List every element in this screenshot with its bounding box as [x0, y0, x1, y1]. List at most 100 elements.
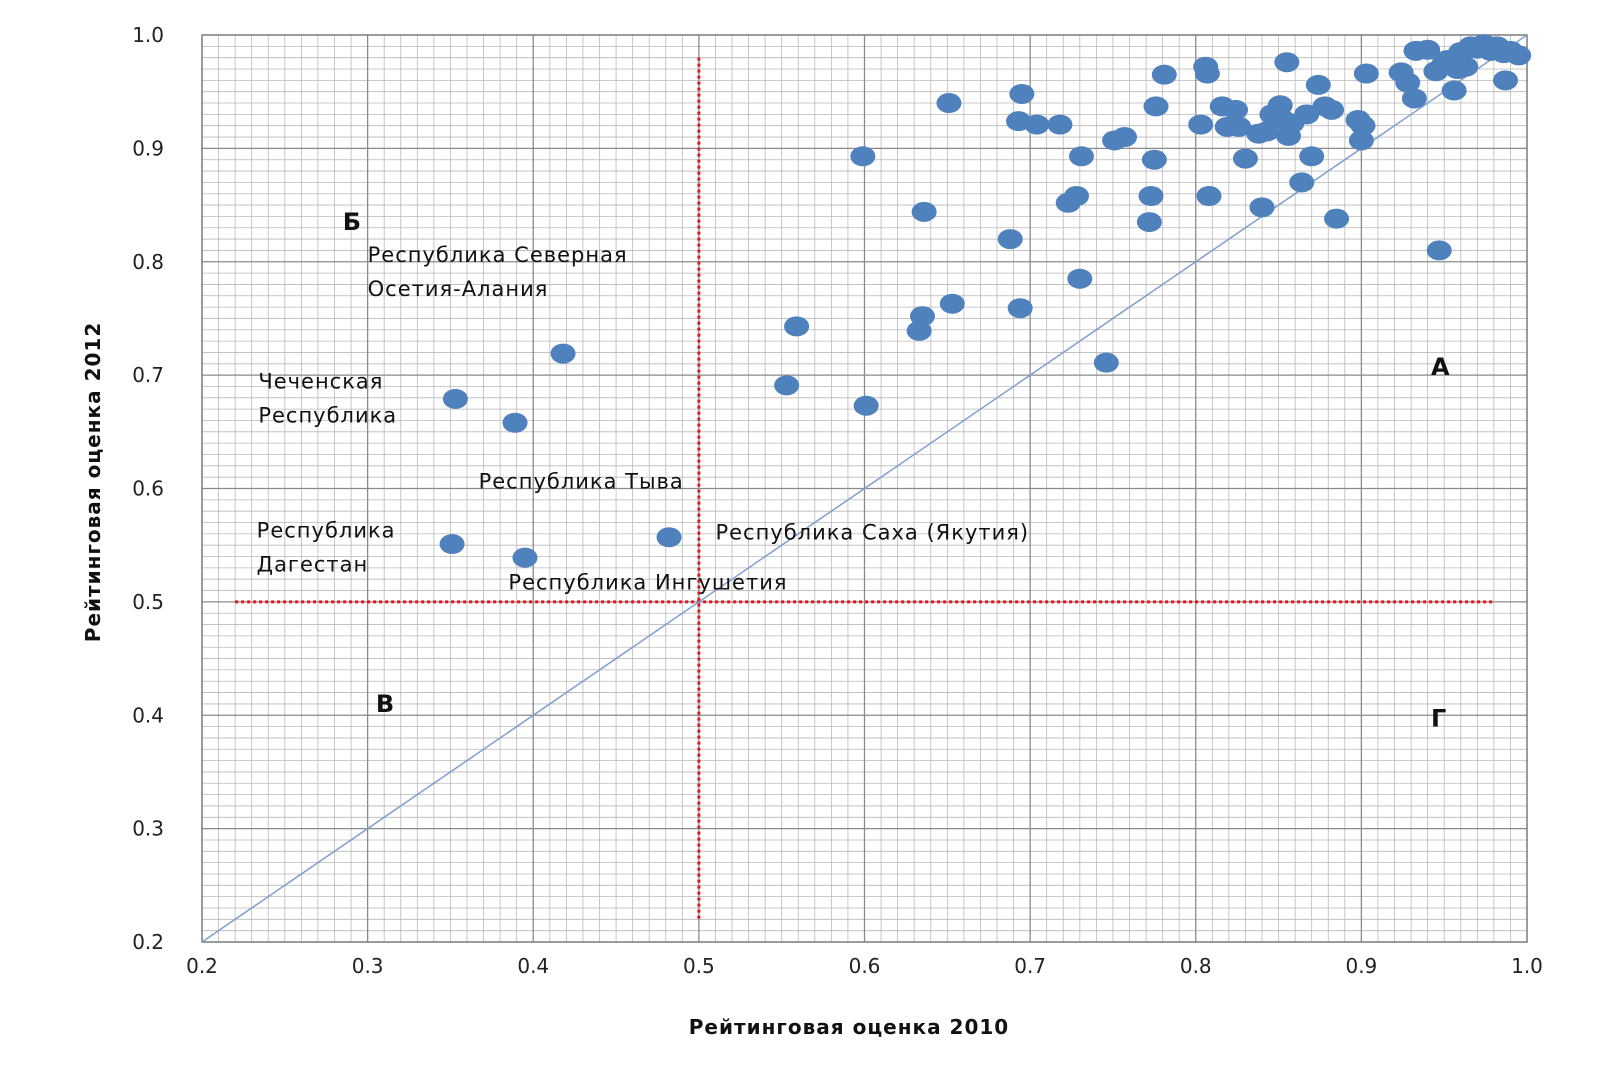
- x-tick-label: 0.9: [1345, 954, 1377, 978]
- data-point: [1274, 52, 1300, 73]
- data-point: [911, 201, 937, 222]
- data-point: [1141, 149, 1167, 170]
- data-point: [1188, 114, 1214, 135]
- data-point: [1415, 39, 1441, 60]
- quadrant-labels: Б А В Г: [343, 208, 1450, 733]
- annotation-label: Республика Ингушетия: [508, 570, 787, 594]
- data-point: [939, 293, 965, 314]
- y-tick-label: 0.8: [132, 250, 164, 274]
- data-point: [1143, 96, 1169, 117]
- data-point: [1441, 80, 1467, 101]
- data-point: [1194, 63, 1220, 84]
- data-point: [1232, 148, 1258, 169]
- plot-border: [201, 34, 1528, 943]
- quadrant-label: Г: [1431, 705, 1446, 733]
- y-tick-label: 0.3: [132, 817, 164, 841]
- data-points: [439, 34, 1532, 568]
- x-tick-label: 0.6: [849, 954, 881, 978]
- data-point: [656, 527, 682, 548]
- data-point: [512, 547, 538, 568]
- data-point: [1136, 212, 1162, 233]
- data-point: [1426, 240, 1452, 261]
- x-axis-title: Рейтинговая оценка 2010: [689, 1015, 1009, 1039]
- annotation-label: Республика Тыва: [479, 470, 684, 494]
- data-point: [1067, 268, 1093, 289]
- annotation-label: Республика Северная Осетия-Алания: [368, 243, 628, 301]
- annotation-line: Чеченская: [258, 370, 383, 394]
- data-point: [1294, 104, 1320, 125]
- data-point: [906, 320, 932, 341]
- x-tick-label: 0.3: [352, 954, 384, 978]
- data-point: [1064, 185, 1089, 206]
- data-point: [1305, 74, 1331, 95]
- annotation-line: Республика Северная: [368, 243, 628, 267]
- data-point: [1024, 114, 1050, 135]
- y-tick-label: 0.2: [132, 930, 164, 954]
- data-point: [1444, 59, 1470, 80]
- x-tick-label: 0.4: [517, 954, 549, 978]
- x-tick-label: 0.7: [1014, 954, 1046, 978]
- x-tick-label: 1.0: [1511, 954, 1543, 978]
- data-point: [1068, 146, 1094, 167]
- x-tick-label: 0.5: [683, 954, 715, 978]
- data-point: [1254, 121, 1280, 142]
- quadrant-label: Б: [343, 208, 361, 236]
- data-point: [1112, 127, 1138, 148]
- y-tick-label: 1.0: [132, 23, 164, 47]
- data-point: [909, 306, 935, 327]
- data-point: [1324, 208, 1350, 229]
- data-point: [853, 395, 879, 416]
- data-point: [1299, 146, 1325, 167]
- data-point: [502, 412, 528, 433]
- data-point: [1319, 99, 1345, 120]
- data-point: [784, 316, 810, 337]
- data-point: [1138, 185, 1164, 206]
- data-point: [1401, 88, 1427, 109]
- y-tick-label: 0.4: [132, 703, 164, 727]
- quadrant-label: А: [1431, 353, 1450, 381]
- data-point: [550, 343, 576, 364]
- annotation-line: Республика: [257, 518, 396, 542]
- region-annotations: Республика Северная Осетия-Алания Чеченска…: [257, 243, 1029, 595]
- annotation-line: Республика: [258, 404, 397, 428]
- annotation-label: Республика Дагестан: [257, 518, 396, 576]
- data-point: [1009, 83, 1035, 104]
- data-point: [1506, 45, 1532, 66]
- annotation-line: Республика Ингушетия: [508, 570, 787, 594]
- x-tick-label: 0.2: [186, 954, 218, 978]
- annotation-line: Республика Саха (Якутия): [715, 521, 1029, 545]
- data-point: [1151, 64, 1177, 85]
- data-point: [1289, 172, 1315, 193]
- y-tick-label: 0.7: [132, 363, 164, 387]
- data-point: [1353, 63, 1379, 84]
- annotation-line: Дагестан: [257, 552, 369, 576]
- data-point: [1007, 298, 1033, 319]
- data-point: [1093, 352, 1119, 373]
- x-tick-labels: 0.2 0.3 0.4 0.5 0.6 0.7 0.8 0.9 1.0: [186, 954, 1543, 978]
- y-tick-label: 0.5: [132, 590, 164, 614]
- data-point: [439, 534, 465, 555]
- data-point: [1223, 99, 1248, 120]
- y-axis-title: Рейтинговая оценка 2012: [81, 322, 105, 642]
- annotation-line: Республика Тыва: [479, 470, 684, 494]
- annotation-label: Чеченская Республика: [258, 370, 397, 428]
- data-point: [1226, 116, 1252, 137]
- data-point: [1395, 72, 1421, 93]
- data-point: [774, 375, 800, 396]
- y-tick-label: 0.9: [132, 136, 164, 160]
- data-point: [1196, 185, 1222, 206]
- data-point: [997, 229, 1023, 250]
- annotation-label: Республика Саха (Якутия): [715, 521, 1029, 545]
- data-point: [442, 388, 468, 409]
- y-tick-labels: 1.0 0.9 0.8 0.7 0.6 0.5 0.4 0.3 0.2: [132, 23, 164, 954]
- data-point: [1348, 130, 1374, 151]
- data-point: [850, 146, 876, 167]
- annotation-line: Осетия-Алания: [368, 277, 549, 301]
- quadrant-label: В: [376, 690, 394, 718]
- x-tick-label: 0.8: [1180, 954, 1212, 978]
- data-point: [1249, 197, 1275, 218]
- data-point: [1047, 114, 1073, 135]
